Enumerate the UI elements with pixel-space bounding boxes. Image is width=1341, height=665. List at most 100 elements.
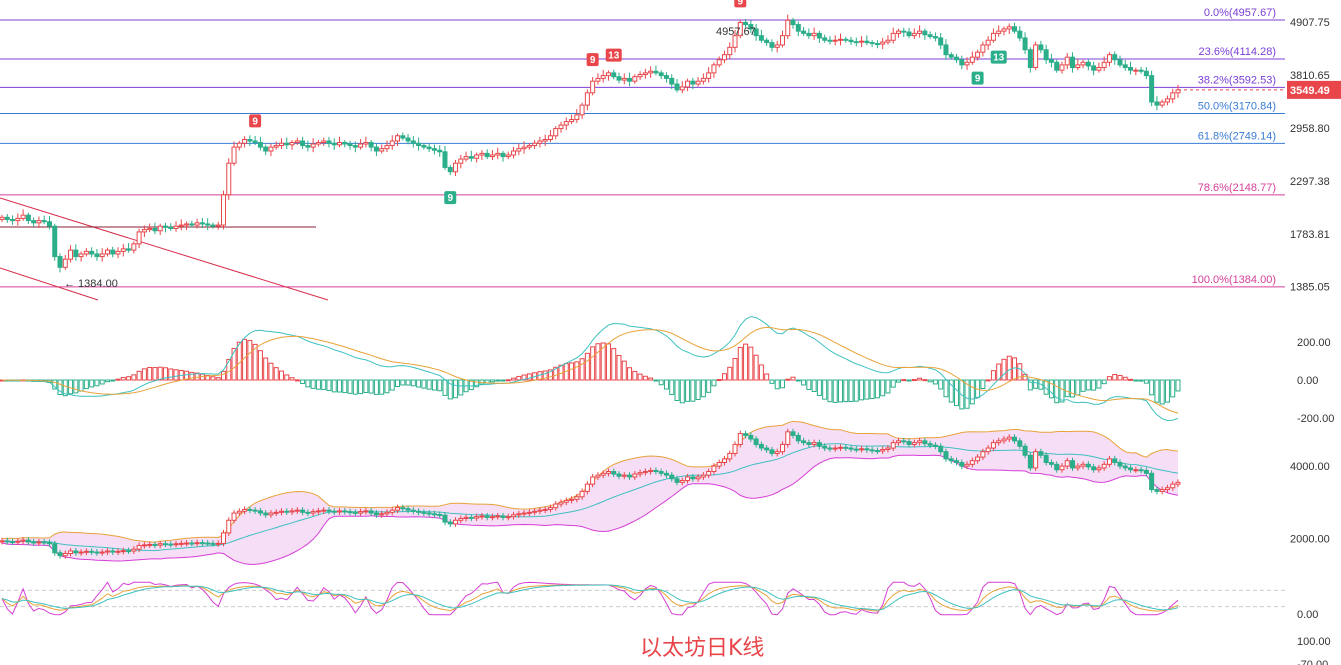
candle-body — [73, 249, 79, 258]
macd-histogram-bar — [83, 379, 89, 390]
macd-histogram-bar — [379, 379, 385, 395]
candle-body — [173, 225, 179, 229]
candle-body — [1096, 67, 1102, 71]
macd-histogram-bar — [1122, 376, 1128, 381]
macd-histogram-bar — [985, 379, 991, 382]
boll-candle-body — [15, 540, 21, 543]
boll-candle-body — [1096, 467, 1102, 471]
candle-body — [558, 124, 564, 130]
candle-body — [906, 31, 912, 37]
boll-candle-body — [115, 550, 121, 553]
boll-candle-body — [20, 539, 26, 542]
boll-candle-body — [748, 434, 754, 440]
bollinger-pane: 4000.00 2000.00 — [0, 420, 1330, 565]
candle-body — [674, 83, 680, 91]
boll-candle-body — [674, 478, 680, 483]
macd-histogram-bar — [152, 367, 158, 381]
macd-histogram-bar — [948, 379, 954, 403]
macd-histogram-bar — [1059, 379, 1065, 403]
macd-tick-label: -200.00 — [1297, 413, 1334, 425]
boll-candle-body — [769, 449, 775, 454]
boll-candle-body — [616, 473, 622, 477]
boll-band-fill — [2, 421, 1178, 565]
macd-histogram-bar — [1128, 378, 1134, 381]
macd-histogram-bar — [553, 366, 559, 381]
boll-candle-body — [1080, 463, 1086, 467]
macd-histogram-bar — [648, 377, 654, 381]
boll-candle-body — [1001, 438, 1007, 442]
boll-candle-body — [289, 510, 295, 513]
boll-candle-body — [1075, 465, 1081, 469]
candle-body — [785, 19, 791, 37]
boll-candle-body — [1106, 458, 1112, 465]
candle-body — [162, 225, 168, 228]
candle-body — [584, 92, 590, 106]
candle-body — [980, 44, 986, 53]
boll-candle-body — [985, 447, 991, 453]
boll-candle-body — [980, 451, 986, 458]
macd-histogram-bar — [410, 379, 416, 387]
macd-histogram-bar — [516, 375, 522, 381]
macd-histogram-bar — [621, 360, 627, 381]
macd-histogram-bar — [205, 374, 211, 381]
boll-candle-body — [263, 512, 269, 516]
macd-histogram-bar — [1001, 358, 1007, 381]
candle-body — [774, 44, 780, 48]
boll-candle-body — [901, 440, 907, 443]
macd-histogram-bar — [1080, 379, 1086, 392]
macd-histogram-bar — [922, 379, 928, 382]
macd-histogram-bar — [721, 373, 727, 381]
boll-candle-body — [801, 440, 807, 444]
candle-body — [753, 28, 759, 37]
high-marker: 4957.67 — [716, 26, 756, 38]
boll-candle-body — [437, 514, 443, 516]
macd-histogram-bar — [764, 373, 770, 381]
boll-candle-body — [975, 456, 981, 462]
candle-body — [468, 156, 474, 159]
macd-histogram-bar — [1117, 375, 1123, 381]
candle-body — [46, 221, 52, 227]
candle-body — [811, 32, 817, 37]
boll-candle-body — [954, 460, 960, 464]
macd-histogram-bar — [758, 364, 764, 381]
candle-body — [964, 61, 970, 66]
macd-histogram-bar — [605, 343, 611, 381]
signal-badge — [586, 53, 599, 67]
candle-body — [706, 72, 712, 79]
boll-candle-body — [68, 550, 74, 555]
boll-candle-body — [89, 550, 95, 553]
signal-badge — [734, 0, 747, 8]
boll-mid-line — [1, 443, 1179, 552]
boll-candle-body — [273, 511, 279, 514]
candle-body — [743, 21, 749, 26]
boll-candle-body — [431, 513, 437, 516]
macd-histogram-bar — [347, 379, 353, 394]
boll-candle-body — [679, 480, 685, 483]
macd-histogram-bar — [215, 377, 221, 381]
candle-body — [985, 39, 991, 46]
macd-histogram-bar — [663, 379, 669, 390]
macd-histogram-bar — [1033, 379, 1039, 389]
boll-candle-body — [1128, 467, 1134, 471]
candle-body — [342, 142, 348, 145]
boll-candle-body — [579, 490, 585, 498]
signal-badge — [249, 114, 262, 128]
boll-candle-body — [189, 542, 195, 545]
macd-histogram-bar — [184, 370, 190, 381]
macd-histogram-bar — [1012, 357, 1018, 381]
boll-candle-body — [389, 509, 395, 513]
candle-body — [194, 222, 200, 226]
macd-histogram-bar — [511, 377, 517, 381]
macd-histogram-bar — [848, 379, 854, 403]
boll-candle-body — [885, 447, 891, 450]
candle-body — [99, 253, 105, 258]
candle-body — [874, 43, 880, 46]
macd-histogram-bar — [500, 379, 506, 382]
macd-histogram-bar — [115, 378, 121, 381]
candle-body — [505, 154, 511, 158]
macd-histogram-bar — [864, 379, 870, 400]
boll-candle-body — [663, 472, 669, 476]
candle-body — [358, 143, 364, 148]
macd-histogram-bar — [1133, 379, 1139, 382]
